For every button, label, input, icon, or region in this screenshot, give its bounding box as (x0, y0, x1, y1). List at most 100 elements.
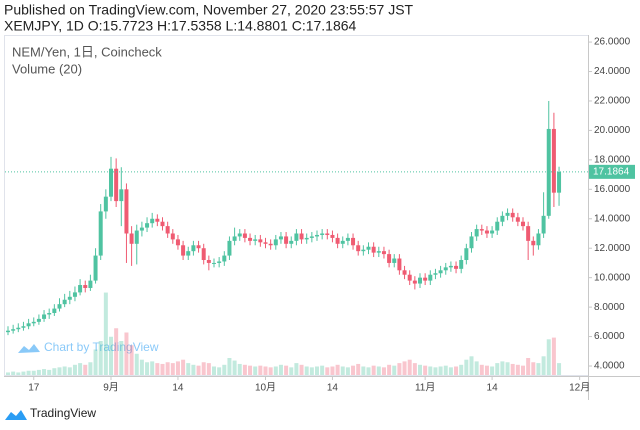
volume-bar (510, 363, 515, 375)
volume-bar (299, 364, 304, 375)
volume-bar (500, 361, 505, 375)
candle-body (26, 323, 31, 327)
watermark-text: Chart by TradingView (44, 340, 159, 354)
candle-body (289, 240, 294, 244)
last-price-box (589, 164, 635, 179)
x-tick-label: 11月 (415, 382, 435, 394)
candle-body (11, 329, 16, 331)
volume-bar (443, 365, 448, 375)
volume-bar (531, 362, 536, 375)
volume-bar (258, 365, 263, 375)
volume-bar (505, 362, 510, 375)
volume-bar (381, 367, 386, 375)
volume-bar (62, 366, 67, 375)
candle-body (320, 233, 325, 235)
candle-body (83, 285, 88, 288)
candle-body (335, 237, 340, 244)
volume-bar (72, 364, 77, 375)
candle-body (196, 245, 201, 249)
volume-bar (464, 359, 469, 375)
candle-body (361, 249, 366, 252)
volume-bar (428, 366, 433, 375)
candle-body (263, 242, 268, 244)
volume-bar (536, 363, 541, 375)
candle-body (88, 280, 93, 288)
candle-body (531, 240, 536, 246)
candle-body (500, 215, 505, 222)
y-tick-label: 16.0000 (594, 184, 631, 195)
candle-body (72, 292, 77, 297)
candle-body (278, 236, 283, 240)
volume-bar (129, 345, 134, 375)
candle-body (515, 217, 520, 222)
candle-body (448, 265, 453, 268)
candle-body (21, 326, 26, 328)
y-tick-label: 10.0000 (594, 272, 631, 283)
candle-body (366, 246, 371, 250)
volume-bar (175, 361, 180, 375)
volume-bar (150, 361, 155, 375)
volume-bar (526, 358, 531, 375)
volume-bar (557, 363, 562, 375)
candle-body (407, 274, 412, 281)
candle-body (201, 248, 206, 260)
volume-bar (201, 362, 206, 375)
candle-body (392, 258, 397, 263)
volume-bar (52, 368, 57, 375)
candle-body (412, 280, 417, 284)
volume-bar (521, 365, 525, 375)
volume-bar (109, 336, 113, 375)
y-tick-label: 18.0000 (594, 155, 631, 166)
candle-body (479, 229, 484, 231)
candle-body (170, 233, 175, 240)
candle-body (57, 304, 62, 309)
candle-body (495, 221, 500, 231)
volume-bar (191, 364, 196, 375)
candle-body (103, 196, 108, 212)
candle-body (165, 226, 170, 234)
candle-body (206, 259, 211, 263)
x-tick-label: 14 (172, 383, 184, 394)
watermark: Chart by TradingView (18, 340, 159, 354)
candle-body (397, 258, 402, 271)
volume-bar (335, 364, 340, 375)
candle-body (299, 233, 304, 240)
volume-bar (160, 363, 165, 375)
candle-body (31, 321, 36, 324)
candle-body (191, 245, 196, 252)
candle-body (423, 277, 428, 281)
y-tick-label: 26.0000 (594, 37, 631, 48)
y-tick-label: 20.0000 (594, 125, 631, 136)
candle-body (345, 237, 350, 241)
volume-bar (181, 359, 186, 375)
candle-body (36, 318, 41, 322)
volume-bar (253, 366, 258, 375)
volume-bar (21, 371, 26, 375)
candle-body (330, 234, 335, 238)
candle-body (304, 237, 309, 240)
candle-body (52, 308, 57, 314)
candle-body (16, 327, 21, 330)
volume-bar (376, 366, 381, 375)
x-tick-label: 9月 (103, 382, 119, 394)
candle-body (78, 285, 83, 293)
volume-bar (242, 364, 247, 375)
published-line: Published on TradingView.com, November 2… (4, 2, 414, 18)
volume-bar (407, 359, 412, 375)
candle-body (47, 313, 52, 315)
volume-bar (212, 366, 216, 375)
candle-body (212, 262, 216, 264)
candle-body (428, 274, 433, 281)
candle-body (155, 218, 160, 222)
volume-bar (278, 364, 283, 375)
candle-body (98, 211, 103, 256)
volume-bar (186, 363, 191, 375)
candle-body (433, 273, 438, 275)
candle-body (521, 221, 525, 227)
candle-body (469, 236, 474, 249)
candle-body (62, 299, 67, 305)
y-tick-label: 24.0000 (594, 66, 631, 77)
candle-body (186, 251, 191, 256)
